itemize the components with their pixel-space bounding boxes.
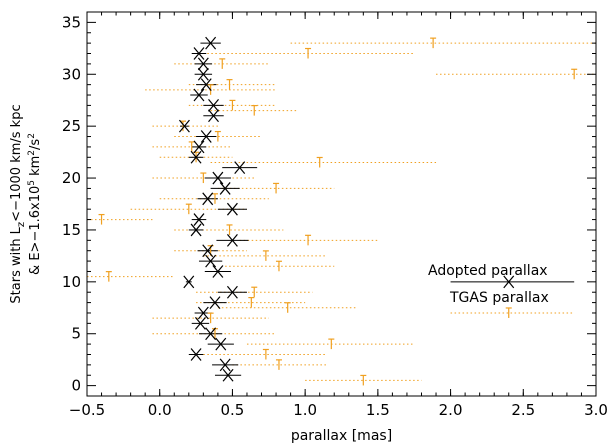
adopted-point <box>183 275 195 289</box>
adopted-point <box>215 337 227 351</box>
adopted-point <box>190 348 202 361</box>
adopted-point <box>212 171 224 185</box>
adopted-point <box>234 161 246 175</box>
adopted-point <box>200 78 212 92</box>
adopted-point <box>212 265 224 278</box>
x-tick-label: 2.5 <box>511 401 535 419</box>
adopted-point <box>226 202 238 216</box>
y-axis-label-line1: Stars with Lz<−1000 km/s kpc <box>9 104 27 303</box>
y-tick-label: 5 <box>71 325 81 343</box>
y-tick-label: 35 <box>62 13 81 31</box>
adopted-point <box>202 192 214 206</box>
legend: Adopted parallax TGAS parallax <box>428 263 575 318</box>
x-tick-label: 0.5 <box>220 401 244 419</box>
tgas-point <box>229 99 236 111</box>
adopted-point <box>193 213 205 226</box>
tgas-point <box>214 130 221 142</box>
tgas-point <box>226 224 233 235</box>
tgas-point <box>284 302 291 313</box>
adopted-point <box>209 296 221 309</box>
tgas-point <box>98 213 105 225</box>
adopted-point <box>208 109 219 123</box>
y-tick-label: 30 <box>62 65 81 83</box>
y-tick-label: 15 <box>62 221 81 239</box>
error-bar-layer <box>87 42 596 381</box>
tgas-point <box>226 79 233 90</box>
marker-layer <box>98 36 578 386</box>
tgas-point <box>207 312 214 324</box>
tgas-point <box>273 182 280 194</box>
tgas-point <box>305 234 312 246</box>
adopted-point <box>194 316 206 330</box>
x-axis-label: parallax [mas] <box>291 428 392 444</box>
x-tick-label: −0.5 <box>69 401 105 419</box>
y-tick-label: 10 <box>62 273 81 291</box>
y-axis-label-line2: & E>−1.6x105 km2/s2 <box>27 133 43 275</box>
adopted-point <box>226 233 238 247</box>
adopted-point <box>205 36 217 50</box>
adopted-point <box>178 119 190 133</box>
adopted-point <box>193 47 205 60</box>
x-tick-label: 1.0 <box>293 401 317 419</box>
adopted-point <box>219 182 231 195</box>
x-tick-label: 0.0 <box>148 401 172 419</box>
adopted-point <box>197 67 209 81</box>
adopted-point <box>208 99 219 112</box>
tgas-point <box>211 193 218 204</box>
plot-frame <box>86 11 597 397</box>
tgas-point <box>316 156 323 168</box>
tgas-point <box>251 286 258 298</box>
tgas-point <box>105 271 112 282</box>
tgas-point <box>305 47 312 59</box>
y-tick-label: 0 <box>71 377 81 395</box>
adopted-point <box>205 254 217 268</box>
adopted-point <box>193 88 205 102</box>
tgas-point <box>251 104 258 116</box>
adopted-point <box>197 57 209 71</box>
tgas-point <box>275 260 282 272</box>
tgas-point <box>430 37 437 49</box>
tgas-point <box>360 374 367 386</box>
legend-tgas-marker <box>505 307 512 318</box>
legend-adopted-marker <box>503 275 515 289</box>
tgas-point <box>185 203 192 215</box>
y-tick-label: 20 <box>62 169 81 187</box>
y-tick-label: 25 <box>62 117 81 135</box>
tgas-point <box>275 359 282 370</box>
adopted-point <box>200 130 212 143</box>
y-axis-label: Stars with Lz<−1000 km/s kpc & E>−1.6x10… <box>9 104 43 303</box>
axis-ticks: −0.5 0.0 0.5 1.0 1.5 2.0 2.5 3.0 0 5 10 15 20 25 30 35 <box>62 12 608 419</box>
legend-tgas-label: TGAS parallax <box>449 290 549 306</box>
adopted-point <box>197 306 209 320</box>
adopted-point <box>222 368 234 382</box>
tgas-point <box>248 296 255 308</box>
tgas-point <box>328 338 335 350</box>
adopted-point <box>190 150 202 164</box>
x-tick-label: 1.5 <box>366 401 390 419</box>
tgas-point <box>200 172 207 184</box>
tgas-point <box>188 141 195 152</box>
adopted-point <box>226 285 238 299</box>
tgas-point <box>262 250 269 261</box>
adopted-point <box>193 140 205 154</box>
tgas-point <box>219 58 226 69</box>
adopted-point <box>190 223 202 237</box>
x-tick-label: 3.0 <box>584 401 608 419</box>
adopted-point <box>205 327 217 341</box>
adopted-point <box>202 244 214 258</box>
adopted-point <box>219 358 231 372</box>
x-tick-label: 2.0 <box>439 401 463 419</box>
tgas-point <box>262 348 269 360</box>
tgas-point <box>571 68 578 80</box>
legend-adopted-label: Adopted parallax <box>428 263 548 279</box>
